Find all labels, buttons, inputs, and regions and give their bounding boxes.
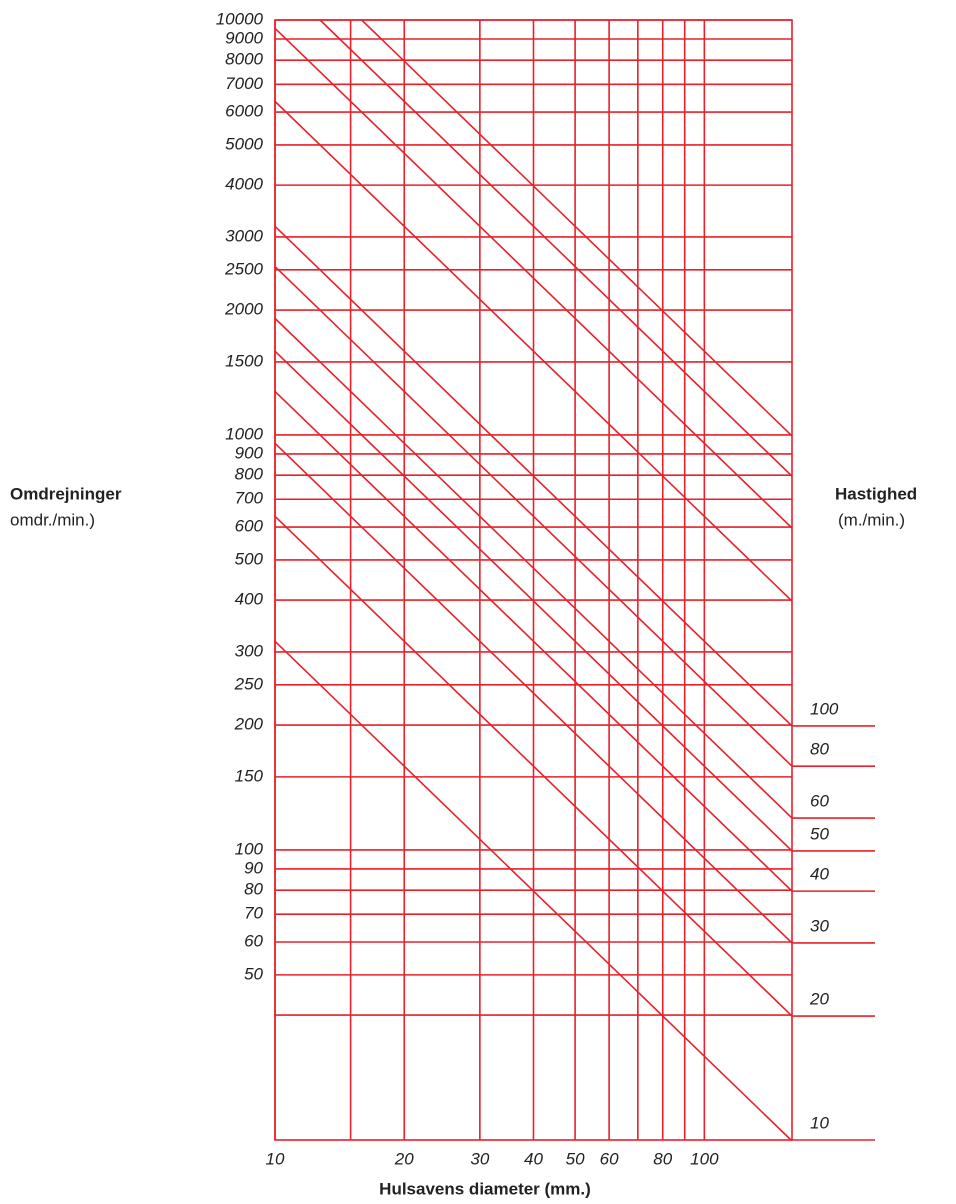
y-tick-label: 400: [235, 590, 264, 609]
y-tick-label: 100: [235, 839, 264, 858]
y-unit: omdr./min.): [10, 510, 95, 529]
y-tick-label: 50: [244, 964, 263, 983]
y-tick-label: 9000: [225, 28, 263, 47]
y-tick-label: 5000: [225, 134, 263, 153]
speed-line: [274, 390, 793, 892]
y-tick-label: 2500: [224, 259, 263, 278]
speed-unit: (m./min.): [838, 510, 905, 529]
y-tick-label: 60: [244, 931, 263, 950]
y-tick-label: 3000: [225, 226, 263, 245]
x-tick-label: 50: [566, 1149, 585, 1168]
y-tick-label: 10000: [216, 9, 264, 28]
y-tick-label: 8000: [225, 50, 263, 69]
y-title: Omdrejninger: [10, 484, 122, 503]
x-tick-label: 100: [690, 1149, 719, 1168]
y-tick-label: 900: [235, 443, 264, 462]
y-tick-label: 70: [244, 904, 263, 923]
speed-title: Hastighed: [835, 484, 917, 503]
speed-line: [274, 265, 793, 767]
x-tick-label: 60: [600, 1149, 619, 1168]
y-tick-label: 6000: [225, 102, 263, 121]
y-tick-label: 800: [235, 465, 264, 484]
x-tick-label: 30: [470, 1149, 489, 1168]
y-tick-label: 200: [234, 715, 264, 734]
speed-line: [274, 100, 793, 602]
speed-line: [361, 19, 793, 437]
speed-label: 50: [810, 824, 829, 843]
speed-label: 10: [810, 1113, 829, 1132]
y-tick-label: 1000: [225, 424, 263, 443]
x-tick-label: 80: [653, 1149, 672, 1168]
x-tick-label: 10: [266, 1149, 285, 1168]
speed-line: [274, 515, 793, 1017]
x-tick-label: 20: [394, 1149, 414, 1168]
y-tick-label: 80: [244, 880, 263, 899]
speed-label: 60: [810, 792, 829, 811]
speed-label: 30: [810, 916, 829, 935]
y-tick-label: 700: [235, 489, 264, 508]
y-tick-label: 300: [235, 641, 264, 660]
y-tick-label: 7000: [225, 74, 263, 93]
y-tick-label: 250: [234, 674, 264, 693]
speed-label: 20: [809, 990, 829, 1009]
speed-line: [274, 640, 792, 1141]
speed-label: 80: [810, 740, 829, 759]
speed-line: [319, 19, 793, 477]
speed-line: [274, 225, 793, 727]
y-tick-label: 500: [235, 549, 264, 568]
speed-label: 40: [810, 865, 829, 884]
y-tick-label: 1500: [225, 351, 263, 370]
x-tick-label: 40: [524, 1149, 543, 1168]
y-tick-label: 150: [235, 766, 264, 785]
y-tick-label: 600: [235, 517, 264, 536]
speed-line: [274, 350, 793, 852]
x-title: Hulsavens diameter (mm.): [379, 1179, 591, 1198]
plot-frame: [274, 19, 793, 1141]
speed-line: [274, 27, 793, 529]
y-tick-label: 2000: [224, 300, 263, 319]
speed-line: [274, 317, 793, 819]
speed-label: 100: [810, 699, 839, 718]
y-tick-label: 4000: [225, 175, 263, 194]
speed-line: [274, 442, 793, 944]
y-tick-label: 90: [244, 858, 263, 877]
